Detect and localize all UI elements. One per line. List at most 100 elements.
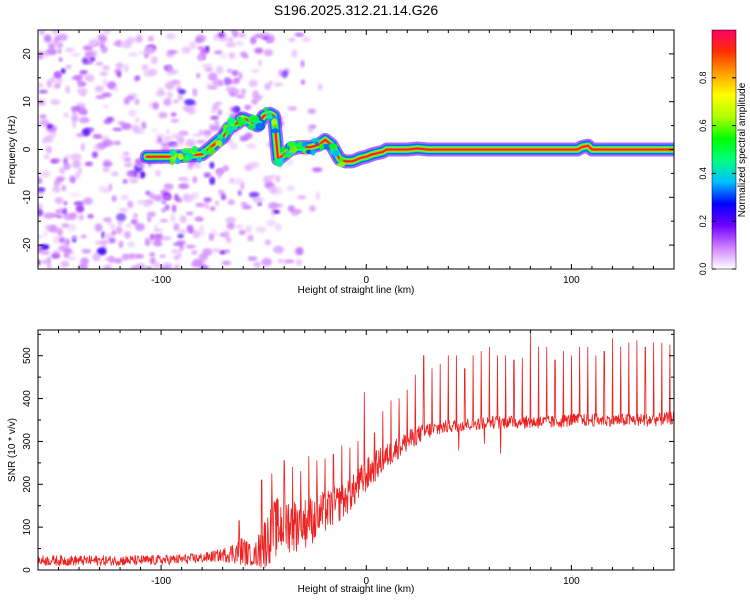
spectrogram-noise-blob	[50, 76, 57, 84]
spectrogram-noise-blob	[213, 102, 219, 111]
spectrogram-noise-blob	[125, 223, 132, 228]
spectrogram-noise-blob	[63, 201, 68, 206]
spectrogram-noise-blob	[177, 176, 188, 181]
spectrogram-noise-blob	[41, 259, 49, 264]
spectrogram-y-tick-label: 0	[22, 146, 33, 152]
spectrogram-noise-blob	[134, 98, 140, 106]
spectrogram-noise-blob	[164, 195, 172, 200]
colorbar-frame	[711, 29, 737, 270]
spectrogram-noise-blob	[102, 166, 110, 173]
spectrogram-noise-blob	[61, 185, 67, 191]
spectrogram-noise-blob	[94, 85, 104, 93]
colorbar-tick-label: 0.8	[698, 72, 708, 85]
colorbar-label: Normalized spectral amplitude	[737, 82, 748, 217]
spectrogram-noise-blob	[133, 253, 144, 259]
spectrogram-noise-blob	[185, 244, 196, 249]
spectrogram-noise-blob	[123, 231, 131, 239]
spectrogram-noise-blob	[199, 48, 209, 55]
spectrogram-noise-blob	[72, 160, 82, 169]
spectrogram-noise-blob	[171, 249, 182, 254]
spectrogram-noise-blob	[219, 52, 227, 59]
spectrogram-noise-blob	[217, 170, 222, 179]
spectrogram-noise-blob	[211, 124, 221, 132]
spectrogram-noise-blob	[46, 79, 52, 88]
spectrogram-noise-blob	[117, 219, 123, 226]
spectrogram-noise-blob	[219, 250, 226, 255]
snr-y-tick-label: 200	[22, 476, 33, 493]
spectrogram-noise-blob	[72, 108, 77, 115]
spectrogram-ridge-blob	[182, 149, 189, 153]
spectrogram-noise-blob	[307, 124, 314, 134]
spectrogram-noise-blob	[51, 253, 61, 259]
snr-line	[38, 331, 674, 568]
spectrogram-noise-blob	[230, 30, 236, 33]
spectrogram-noise-blob	[170, 214, 176, 223]
spectrogram-noise-blob	[141, 64, 149, 71]
spectrogram-noise-blob	[96, 247, 107, 256]
spectrogram-noise-blob	[262, 175, 273, 184]
spectrogram-noise-blob	[188, 229, 195, 234]
spectrogram-noise-blob	[54, 83, 61, 88]
spectrogram-noise-blob	[154, 228, 163, 233]
snr-x-axis-label: Height of straight line (km)	[298, 584, 415, 595]
spectrogram-ridge-blob	[311, 138, 320, 143]
spectrogram-noise-blob	[275, 175, 281, 183]
spectrogram-noise-blob	[268, 202, 279, 210]
spectrogram-noise-blob	[58, 206, 64, 215]
spectrogram-ridge-blob	[301, 141, 308, 147]
spectrogram-noise-blob	[92, 134, 102, 138]
spectrogram-noise-blob	[163, 98, 172, 107]
spectrogram-y-tick-label: 10	[22, 96, 33, 108]
spectrogram-noise-blob	[253, 261, 261, 268]
spectrogram-noise-blob	[142, 201, 151, 207]
spectrogram-ridge-blob	[184, 154, 191, 161]
colorbar-tick-label: 0.6	[698, 119, 708, 132]
spectrogram-noise-blob	[226, 68, 233, 73]
spectrogram-noise-blob	[161, 207, 166, 213]
spectrogram-noise-blob	[244, 104, 252, 111]
spectrogram-noise-blob	[202, 129, 212, 136]
spectrogram-noise-blob	[157, 136, 162, 143]
snr-x-tick-label: 0	[363, 576, 369, 587]
spectrogram-noise-blob	[152, 261, 161, 269]
spectrogram-noise-blob	[157, 87, 164, 94]
spectrogram-noise-blob	[63, 253, 70, 258]
snr-x-tick-label: -100	[151, 576, 171, 587]
spectrogram-noise-blob	[149, 257, 156, 265]
spectrogram-noise-blob	[127, 200, 134, 209]
spectrogram-ridge-blob	[217, 133, 224, 140]
spectrogram-y-tick-label: 20	[22, 48, 33, 60]
spectrogram-noise-blob	[43, 34, 52, 43]
spectrogram-noise-blob	[128, 52, 139, 57]
spectrogram-noise-blob	[161, 200, 167, 205]
spectrogram-noise-blob	[146, 211, 157, 218]
spectrogram-noise-blob	[203, 197, 212, 203]
spectrogram-noise-blob	[221, 260, 232, 266]
spectrogram-noise-blob	[76, 133, 85, 138]
spectrogram-noise-blob	[60, 68, 66, 74]
spectrogram-noise-blob	[58, 57, 63, 62]
spectrogram-noise-blob	[207, 72, 218, 81]
spectrogram-noise-blob	[251, 98, 259, 105]
spectrogram-noise-blob	[144, 237, 151, 247]
spectrogram-noise-blob	[182, 193, 189, 201]
spectrogram-noise-blob	[71, 52, 80, 57]
spectrogram-noise-blob	[252, 90, 259, 97]
spectrogram-x-tick-label: 0	[363, 275, 369, 286]
spectrogram-noise-blob	[194, 217, 204, 222]
spectrogram-noise-blob	[126, 36, 136, 44]
spectrogram-noise-blob	[184, 99, 196, 106]
spectrogram-noise-blob	[43, 212, 55, 219]
spectrogram-noise-blob	[38, 82, 44, 88]
spectrogram-noise-blob	[80, 142, 85, 152]
spectrogram-ridge-layer	[139, 106, 674, 169]
spectrogram-noise-blob	[46, 145, 51, 152]
spectrogram-noise-blob	[264, 239, 272, 246]
spectrogram-noise-blob	[177, 93, 184, 101]
spectrogram-ridge-blob	[201, 148, 208, 155]
spectrogram-noise-blob	[78, 214, 84, 221]
spectrogram-noise-blob	[118, 208, 129, 213]
spectrogram-noise-blob	[268, 81, 273, 85]
spectrogram-noise-blob	[214, 50, 223, 55]
spectrogram-noise-blob	[231, 70, 239, 77]
